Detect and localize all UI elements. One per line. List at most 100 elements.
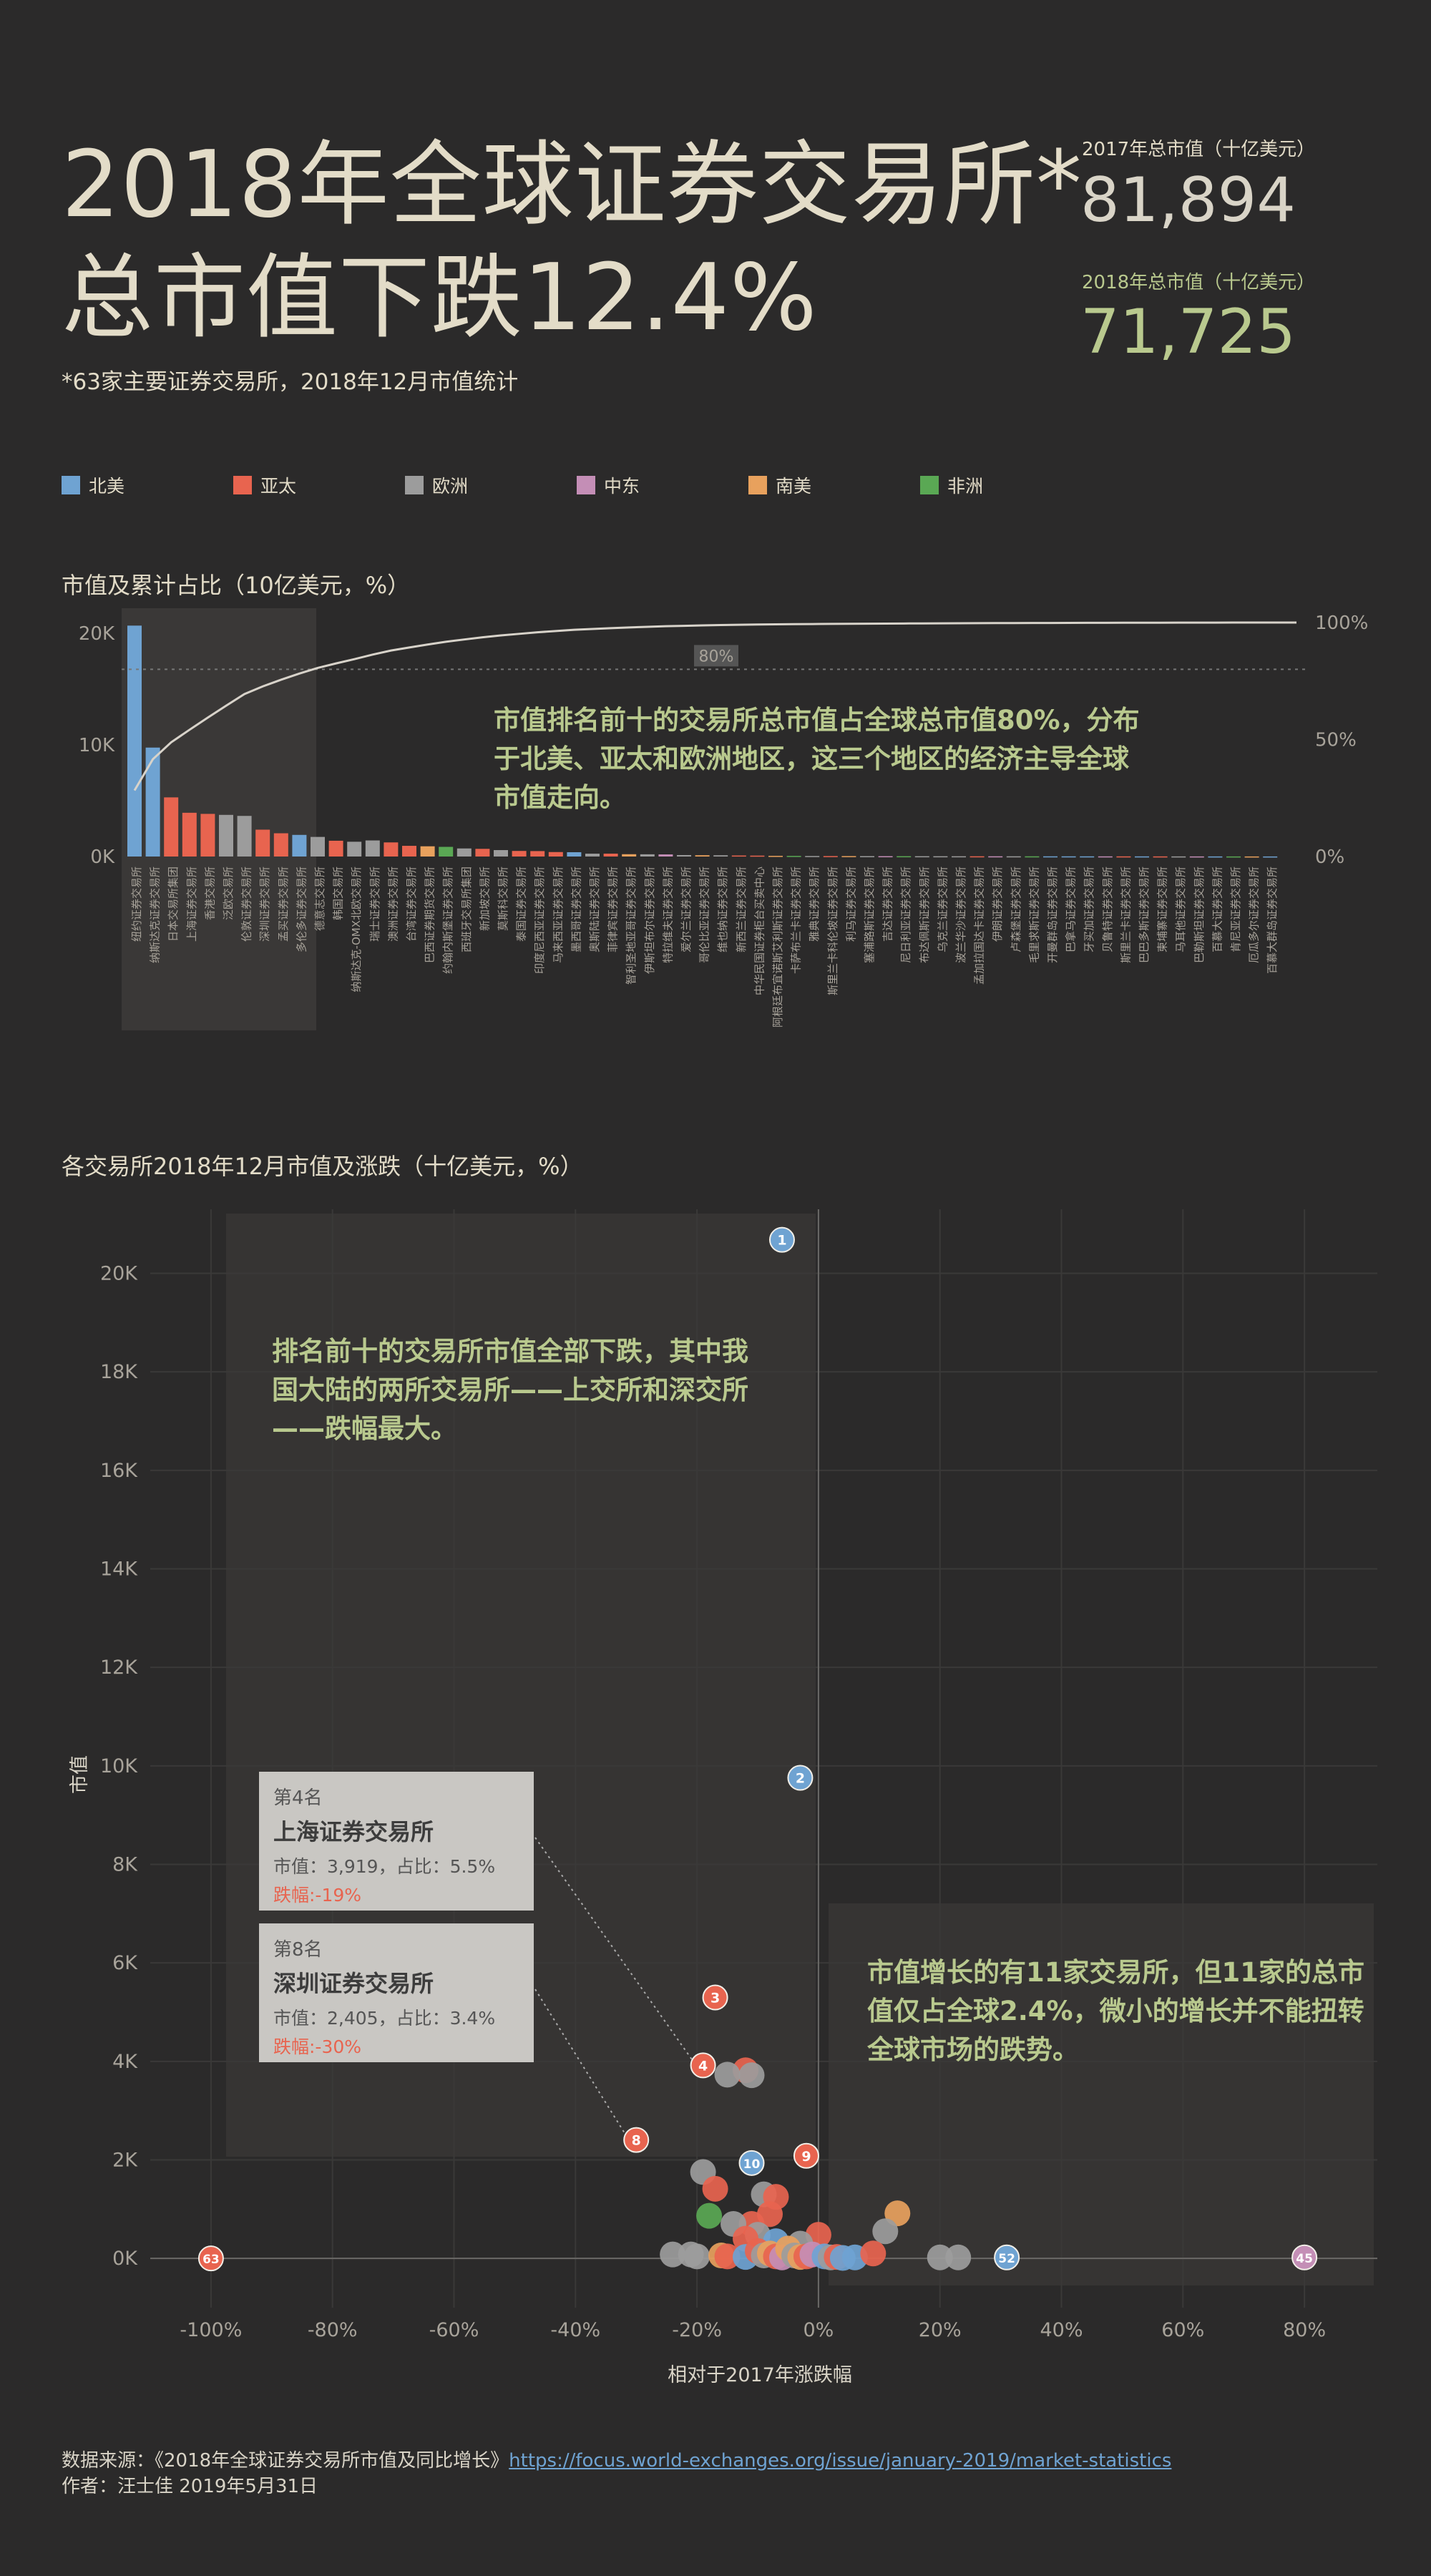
scatter-y-tick: 0K	[112, 2248, 138, 2270]
bar-category-label: 贝鲁特证券交易所	[1101, 867, 1114, 952]
legend-item: 欧洲	[405, 472, 468, 498]
bar	[1153, 856, 1168, 858]
bar-category-label: 日本交易所集团	[167, 867, 180, 942]
bar	[1025, 856, 1040, 858]
scatter-point	[884, 2200, 911, 2227]
bar	[530, 851, 545, 857]
bar-category-label: 布达佩斯证券交易所	[918, 867, 931, 963]
callout-change: 跌幅:-30%	[273, 2036, 362, 2057]
bar	[750, 855, 765, 857]
scatter-y-tick: 10K	[100, 1755, 138, 1777]
callout-leader	[534, 1989, 627, 2137]
bar	[622, 854, 637, 857]
legend-label: 亚太	[260, 476, 297, 497]
bar	[1263, 856, 1278, 858]
bar	[439, 847, 454, 857]
bar	[384, 842, 399, 857]
scatter-point	[690, 2052, 716, 2079]
bar-category-label: 孟加拉国达卡证券交易所	[973, 867, 986, 985]
bar-category-label: 西班牙交易所集团	[460, 867, 473, 952]
bar-category-label: 巴勒斯坦证券交易所	[1193, 867, 1206, 963]
cumulative-line	[133, 621, 1296, 791]
bar-category-label: 纽约证券交易所	[130, 867, 143, 942]
bar-category-label: 毛里求斯证券交易所	[1027, 867, 1040, 963]
legend-item: 亚太	[233, 472, 296, 498]
ref-line-label: 80%	[699, 648, 734, 665]
bar-category-label: 雅典证券交易所	[808, 867, 821, 942]
growth-panel	[829, 1903, 1374, 2285]
scatter-point-label: 8	[632, 2133, 641, 2149]
scatter-x-tick: -20%	[672, 2319, 722, 2341]
source-link[interactable]: https://focus.world-exchanges.org/issue/…	[509, 2450, 1172, 2472]
bar-category-label: 泰国证券交易所	[515, 867, 528, 942]
bar-category-label: 巴巴多斯证券交易所	[1138, 867, 1151, 963]
bar-category-label: 卡萨布兰卡证券交易所	[790, 867, 803, 974]
scatter-y-tick: 12K	[100, 1657, 138, 1679]
bar	[1061, 856, 1076, 858]
bar-category-label: 厄瓜多尔证券交易所	[1248, 867, 1261, 963]
legend-swatch	[405, 476, 424, 494]
bar-category-label: 韩国交易所	[332, 867, 345, 920]
bar	[860, 856, 874, 857]
callout-rank: 第8名	[273, 1939, 323, 1961]
bar	[914, 856, 929, 858]
bar	[420, 846, 435, 857]
bar-category-label: 阿根廷布宜诺斯艾利斯证券交易所	[771, 867, 784, 1028]
bar-category-label: 台湾证券交易所	[405, 867, 418, 942]
title-line-2: 总市值下跌12.4%	[62, 245, 818, 351]
bar	[823, 856, 838, 857]
bar	[292, 834, 307, 857]
callout-info: 市值：2,405，占比：3.4%	[273, 2008, 496, 2029]
bar-category-label: 百慕大群岛证券交易所	[1266, 867, 1279, 974]
scatter-point-label: 10	[743, 2157, 761, 2172]
subtitle: *63家主要证券交易所，2018年12月市值统计	[62, 369, 519, 395]
scatter-x-tick: -40%	[550, 2319, 600, 2341]
bar-category-label: 墨西哥证券交易所	[570, 867, 582, 952]
bar-y-tick: 10K	[79, 735, 115, 756]
scatter-point-label: 4	[698, 2058, 708, 2074]
bar	[1226, 856, 1241, 858]
bar	[713, 855, 728, 857]
callout-info: 市值：3,919，占比：5.5%	[273, 1856, 496, 1877]
bar	[1080, 856, 1095, 858]
bar-y-tick: 20K	[79, 623, 115, 645]
bar	[328, 840, 343, 857]
bar-chart-annotation: 市值排名前十的交易所总市值占全球总市值80%，分布于北美、亚太和欧洲地区，这三个…	[494, 705, 1140, 813]
data-source: 数据来源：《2018年全球证券交易所市值及同比增长》https://focus.…	[62, 2446, 1171, 2472]
bar	[1006, 856, 1021, 858]
scatter-point	[684, 2243, 710, 2270]
callout-shanghai: 第4名 上海证券交易所 市值：3,919，占比：5.5% 跌幅:-19%	[259, 1772, 534, 1911]
scatter-point-label: 9	[801, 2149, 811, 2165]
bar-category-label: 智利圣地亚哥证券交易所	[625, 867, 638, 985]
bar-chart: 0K 10K 20K 纽约证券交易所 纳斯达克证券交易所 日本交易所集团 上海证券交易所 香港…	[79, 608, 1368, 1030]
scatter-x-tick: 80%	[1283, 2319, 1326, 2341]
bar-category-label: 波兰华沙证券交易所	[954, 867, 967, 963]
scatter-x-tick: 20%	[919, 2319, 962, 2341]
scatter-x-tick: -100%	[180, 2319, 242, 2341]
bar	[677, 854, 691, 857]
bar-category-label: 纳斯达克-OMX北欧交易所	[350, 867, 363, 992]
callout-name: 深圳证券交易所	[273, 1970, 434, 1997]
scatter-point	[660, 2241, 686, 2268]
bar-category-label: 爱尔兰证券交易所	[680, 867, 693, 952]
bar-category-label: 巴西证券期货交易所	[424, 867, 436, 963]
bar-category-label: 德意志交易所	[313, 867, 326, 931]
bar-category-label: 马耳他证券交易所	[1174, 867, 1187, 952]
callout-change: 跌幅:-19%	[273, 1885, 362, 1906]
scatter-point-label: 63	[202, 2253, 220, 2267]
bar-category-label: 开曼群岛证券交易所	[1046, 867, 1059, 963]
scatter-annotation-left: 排名前十的交易所市值全部下跌，其中我国大陆的两所交易所——上交所和深交所——跌幅…	[272, 1336, 748, 1444]
bar-category-label: 深圳证券交易所	[258, 867, 271, 942]
bar-category-label: 瑞士证券交易所	[368, 867, 381, 942]
scatter-y-label: 市值	[69, 1755, 91, 1794]
scatter-point-label: 1	[777, 1233, 786, 1249]
bar-category-label: 伊斯坦布尔证券交易所	[643, 867, 656, 974]
ref-label-bg	[694, 645, 738, 667]
bar	[640, 854, 655, 857]
scatter-x-tick: 60%	[1161, 2319, 1204, 2341]
bar	[548, 852, 563, 857]
scatter-point	[927, 2244, 953, 2270]
callout-shenzhen: 第8名 深圳证券交易所 市值：2,405，占比：3.4% 跌幅:-30%	[259, 1923, 534, 2062]
scatter-point	[702, 1984, 728, 2011]
bar-category-label: 莫斯科交易所	[497, 867, 509, 931]
